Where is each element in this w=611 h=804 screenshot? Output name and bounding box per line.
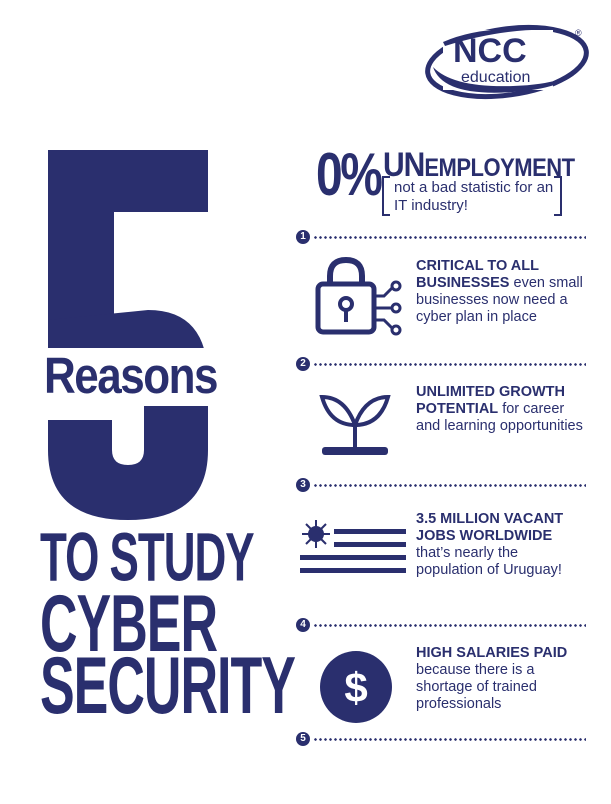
big-number-five: 5 <box>28 150 213 520</box>
reason-3-text: 3.5 MILLION VACANT JOBS WORLDWIDE that’s… <box>416 511 586 579</box>
svg-text:$: $ <box>344 664 367 711</box>
reason-1-bold: CRITICAL TO ALL BUSINESSES <box>416 258 539 291</box>
divider-2: 2 <box>296 357 586 373</box>
unemployment-un: UN <box>383 146 425 184</box>
reason-2-text: UNLIMITED GROWTH POTENTIAL for career an… <box>416 384 586 435</box>
reason-1-text: CRITICAL TO ALL BUSINESSES even small bu… <box>416 258 586 326</box>
reason-4-rest: because there is a shortage of trained p… <box>416 662 537 712</box>
divider-3: 3 <box>296 478 586 494</box>
logo-brand: NCC <box>453 32 527 70</box>
divider-5: 5 <box>296 732 586 748</box>
divider-number: 2 <box>296 357 310 371</box>
divider-number: 1 <box>296 230 310 244</box>
sprout-icon <box>300 385 410 485</box>
divider-number: 3 <box>296 478 310 492</box>
reason-3-rest: that’s nearly the population of Uruguay! <box>416 545 562 578</box>
five-text: 5 <box>120 499 121 501</box>
divider-4: 4 <box>296 618 586 634</box>
reasons-title: Reasons <box>44 348 218 405</box>
title-cyber: CYBER <box>40 579 218 670</box>
reason-2-bold: UNLIMITED GROWTH POTENTIAL <box>416 384 566 417</box>
unemployment-rest: EMPLOYMENT <box>424 152 575 182</box>
reason-4-text: HIGH SALARIES PAID because there is a sh… <box>416 645 586 713</box>
registered-mark: ® <box>575 28 582 38</box>
reason-2-rest: for career and learning opportunities <box>416 401 583 434</box>
ncc-education-logo: NCC education ® <box>423 22 591 102</box>
zero-percent: 0% <box>316 141 383 208</box>
reason-4-bold: HIGH SALARIES PAID <box>416 645 568 661</box>
divider-number: 4 <box>296 618 310 632</box>
divider-1: 1 <box>296 230 586 246</box>
logo-sub: education <box>461 69 530 86</box>
title-security: SECURITY <box>40 641 296 732</box>
uruguay-flag-icon <box>300 520 410 620</box>
reason-3-bold: 3.5 MILLION VACANT JOBS WORLDWIDE <box>416 511 564 544</box>
note-bracket <box>382 176 562 216</box>
unemployment-heading: UNEMPLOYMENT <box>383 146 575 185</box>
divider-number: 5 <box>296 732 310 746</box>
statistic-note: not a bad statistic for an IT industry! <box>394 179 554 214</box>
reasons-backdrop <box>40 348 212 406</box>
dollar-coin-icon: $ <box>316 647 396 727</box>
reason-1-rest: even small businesses now need a cyber p… <box>416 275 583 325</box>
title-to-study: TO STUDY <box>40 520 255 596</box>
lock-circuit-icon <box>300 256 410 356</box>
